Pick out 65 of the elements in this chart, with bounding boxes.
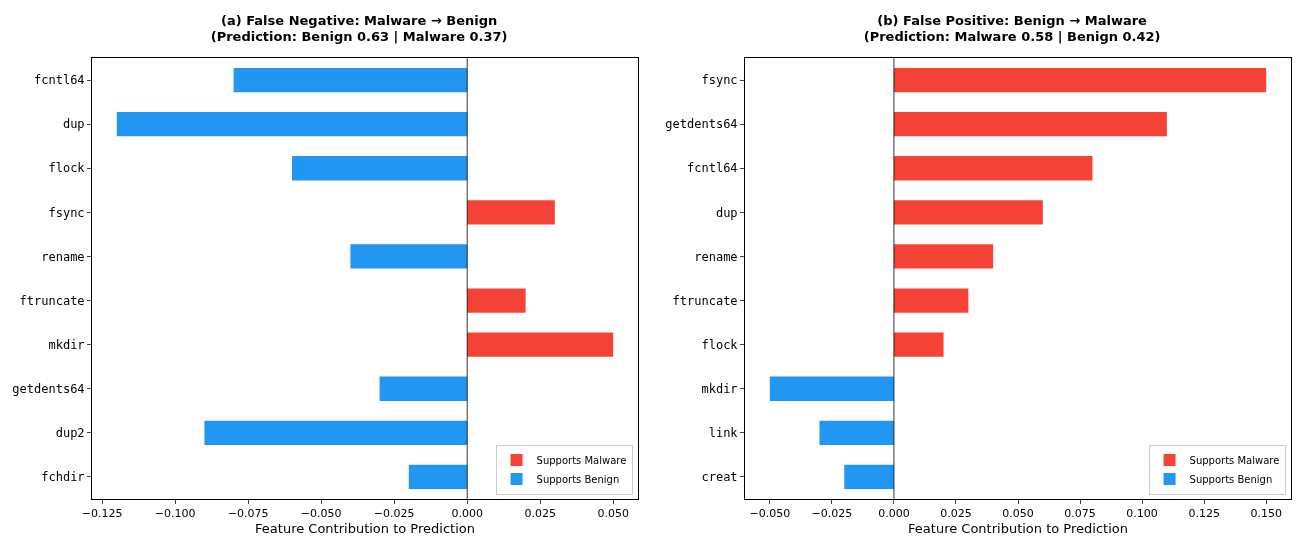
y-tick-label: fsync — [48, 205, 85, 220]
y-tick-label: fcntl64 — [687, 161, 738, 176]
bar — [769, 376, 894, 401]
y-tick-label: mkdir — [48, 337, 85, 352]
y-tick-label: flock — [48, 161, 86, 176]
bar — [116, 112, 468, 137]
x-tick-label: 0.000 — [451, 507, 483, 521]
x-tick-label: 0.050 — [1002, 507, 1034, 521]
y-tick-label: dup — [715, 205, 738, 220]
y-tick-label: fchdir — [41, 470, 85, 485]
x-tick-label: 0.025 — [940, 507, 972, 521]
y-tick-label: rename — [41, 249, 85, 264]
y-tick-label: fsync — [701, 73, 738, 88]
bar — [844, 464, 894, 490]
x-tick-label: −0.025 — [811, 507, 853, 521]
x-tick-label: −0.025 — [373, 507, 415, 521]
y-tick-label: creat — [701, 470, 738, 485]
bar — [819, 420, 894, 445]
bar — [350, 244, 468, 269]
x-tick-label: −0.050 — [749, 507, 791, 521]
x-tick-label: 0.125 — [1188, 507, 1220, 521]
bar — [893, 200, 1043, 225]
y-tick-label: dup — [62, 117, 85, 132]
bar — [467, 332, 614, 357]
x-tick-label: 0.150 — [1250, 507, 1282, 521]
bar — [467, 200, 555, 225]
x-tick-label: 0.050 — [597, 507, 629, 521]
chart-title: (b) False Positive: Benign → Malware (Prediction: Malware 0.58 | Benign 0.42) — [863, 12, 1161, 45]
bar — [893, 112, 1167, 137]
bar — [467, 288, 526, 313]
bar — [893, 332, 944, 357]
bar — [233, 67, 468, 93]
x-tick-label: −0.050 — [300, 507, 342, 521]
y-tick-label: getdents64 — [665, 117, 738, 132]
x-tick-label: 0.000 — [878, 507, 910, 521]
legend-label: Supports Malware — [536, 454, 627, 466]
chart-title: (a) False Negative: Malware → Benign (Prediction: Benign 0.63 | Malware 0.37) — [210, 12, 508, 45]
y-tick-label: ftruncate — [672, 293, 738, 308]
y-tick-label: getdents64 — [12, 381, 85, 396]
legend-label: Supports Benign — [1189, 473, 1273, 485]
y-tick-label: rename — [694, 249, 738, 264]
bar — [893, 288, 969, 313]
bar — [204, 420, 468, 445]
legend-label: Supports Malware — [1189, 454, 1280, 466]
y-tick-label: dup2 — [55, 426, 85, 441]
bar — [893, 67, 1267, 93]
bar — [893, 156, 1093, 181]
bar — [292, 156, 468, 181]
x-tick-label: −0.100 — [154, 507, 196, 521]
bar — [379, 376, 468, 401]
x-axis-title: Feature Contribution to Prediction — [908, 520, 1128, 536]
x-axis-title: Feature Contribution to Prediction — [255, 520, 475, 536]
y-tick-label: fcntl64 — [34, 73, 85, 88]
x-tick-label: −0.075 — [227, 507, 269, 521]
x-tick-label: 0.075 — [1064, 507, 1096, 521]
y-tick-label: mkdir — [701, 381, 738, 396]
y-tick-label: flock — [701, 337, 739, 352]
legend-label: Supports Benign — [536, 473, 620, 485]
x-tick-label: 0.025 — [524, 507, 556, 521]
bar — [408, 464, 468, 490]
bar — [893, 244, 994, 269]
y-tick-label: ftruncate — [19, 293, 85, 308]
x-tick-label: −0.125 — [81, 507, 123, 521]
x-tick-label: 0.100 — [1126, 507, 1158, 521]
y-tick-label: link — [708, 426, 739, 441]
